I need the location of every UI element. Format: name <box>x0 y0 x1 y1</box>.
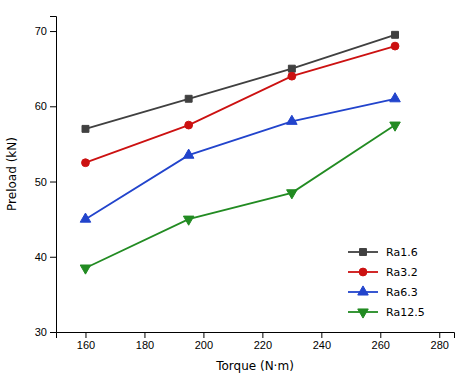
tick-mark <box>262 332 263 338</box>
y-axis: 30 40 50 60 70 <box>35 17 57 339</box>
tick: 180 <box>136 332 154 351</box>
tick-label: 260 <box>372 339 390 351</box>
tick-mark <box>439 332 440 338</box>
tick: 30 <box>35 326 56 338</box>
tick-label: 30 <box>35 326 47 338</box>
marker <box>392 31 399 38</box>
y-axis-title: Preload (kN) <box>5 137 19 211</box>
legend-marker <box>359 268 367 276</box>
tick-mark <box>50 31 56 32</box>
tick-label: 180 <box>136 339 154 351</box>
marker <box>287 190 298 199</box>
marker <box>80 265 91 274</box>
tick-label: 50 <box>35 176 47 188</box>
marker <box>185 121 193 129</box>
tick-mark <box>380 332 381 338</box>
tick-label: 200 <box>195 339 213 351</box>
tick-mark <box>50 106 56 107</box>
legend-label: Ra6.3 <box>386 286 418 299</box>
tick-mark <box>144 332 145 338</box>
series-line <box>85 99 395 219</box>
tick-mark <box>85 332 86 338</box>
tick: 50 <box>35 176 56 188</box>
tick: 220 <box>254 332 272 351</box>
legend: Ra1.6 Ra3.2 Ra6.3 Ra12.5 <box>348 246 425 319</box>
series-line <box>85 46 395 163</box>
tick: 160 <box>77 332 95 351</box>
tick-mark <box>50 257 56 258</box>
tick: 260 <box>372 332 390 351</box>
tick-label: 220 <box>254 339 272 351</box>
chart: 160 180 200 220 240 260 280 30 40 50 60 70 Torque (N… <box>0 0 474 380</box>
tick-label: 40 <box>35 251 47 263</box>
legend-marker <box>360 249 367 256</box>
marker <box>80 213 91 222</box>
tick-label: 160 <box>77 339 95 351</box>
tick-mark <box>50 332 56 333</box>
series-line <box>85 35 395 129</box>
legend-item: Ra6.3 <box>348 286 418 299</box>
tick: 240 <box>313 332 331 351</box>
tick: 200 <box>195 332 213 351</box>
tick-label: 60 <box>35 100 47 112</box>
x-axis: 160 180 200 220 240 260 280 <box>57 332 455 351</box>
marker <box>390 122 401 131</box>
tick-mark <box>321 332 322 338</box>
legend-marker <box>358 286 369 295</box>
tick-mark <box>50 182 56 183</box>
legend-label: Ra3.2 <box>386 266 418 279</box>
marker <box>82 159 90 167</box>
marker <box>183 149 194 158</box>
legend-item: Ra1.6 <box>348 246 418 259</box>
tick-label: 280 <box>431 339 449 351</box>
marker <box>183 216 194 225</box>
legend-item: Ra12.5 <box>348 306 425 319</box>
legend-label: Ra1.6 <box>386 246 418 259</box>
tick-label: 240 <box>313 339 331 351</box>
tick: 60 <box>35 100 56 112</box>
marker <box>287 115 298 124</box>
legend-marker <box>358 309 369 318</box>
legend-item: Ra3.2 <box>348 266 418 279</box>
marker <box>185 95 192 102</box>
series-line <box>85 125 395 268</box>
marker <box>288 65 295 72</box>
marker <box>390 93 401 102</box>
marker <box>82 125 89 132</box>
tick: 280 <box>431 332 449 351</box>
marks <box>80 31 400 274</box>
axis-line <box>57 333 455 339</box>
legend-label: Ra12.5 <box>386 306 425 319</box>
marker <box>288 72 296 80</box>
axis-line <box>50 17 57 333</box>
marker <box>391 42 399 50</box>
x-axis-title: Torque (N·m) <box>215 359 294 373</box>
plot: 160 180 200 220 240 260 280 30 40 50 60 70 Torque (N… <box>5 17 455 374</box>
tick-mark <box>203 332 204 338</box>
tick: 70 <box>35 25 56 37</box>
tick: 40 <box>35 251 56 263</box>
tick-label: 70 <box>35 25 47 37</box>
